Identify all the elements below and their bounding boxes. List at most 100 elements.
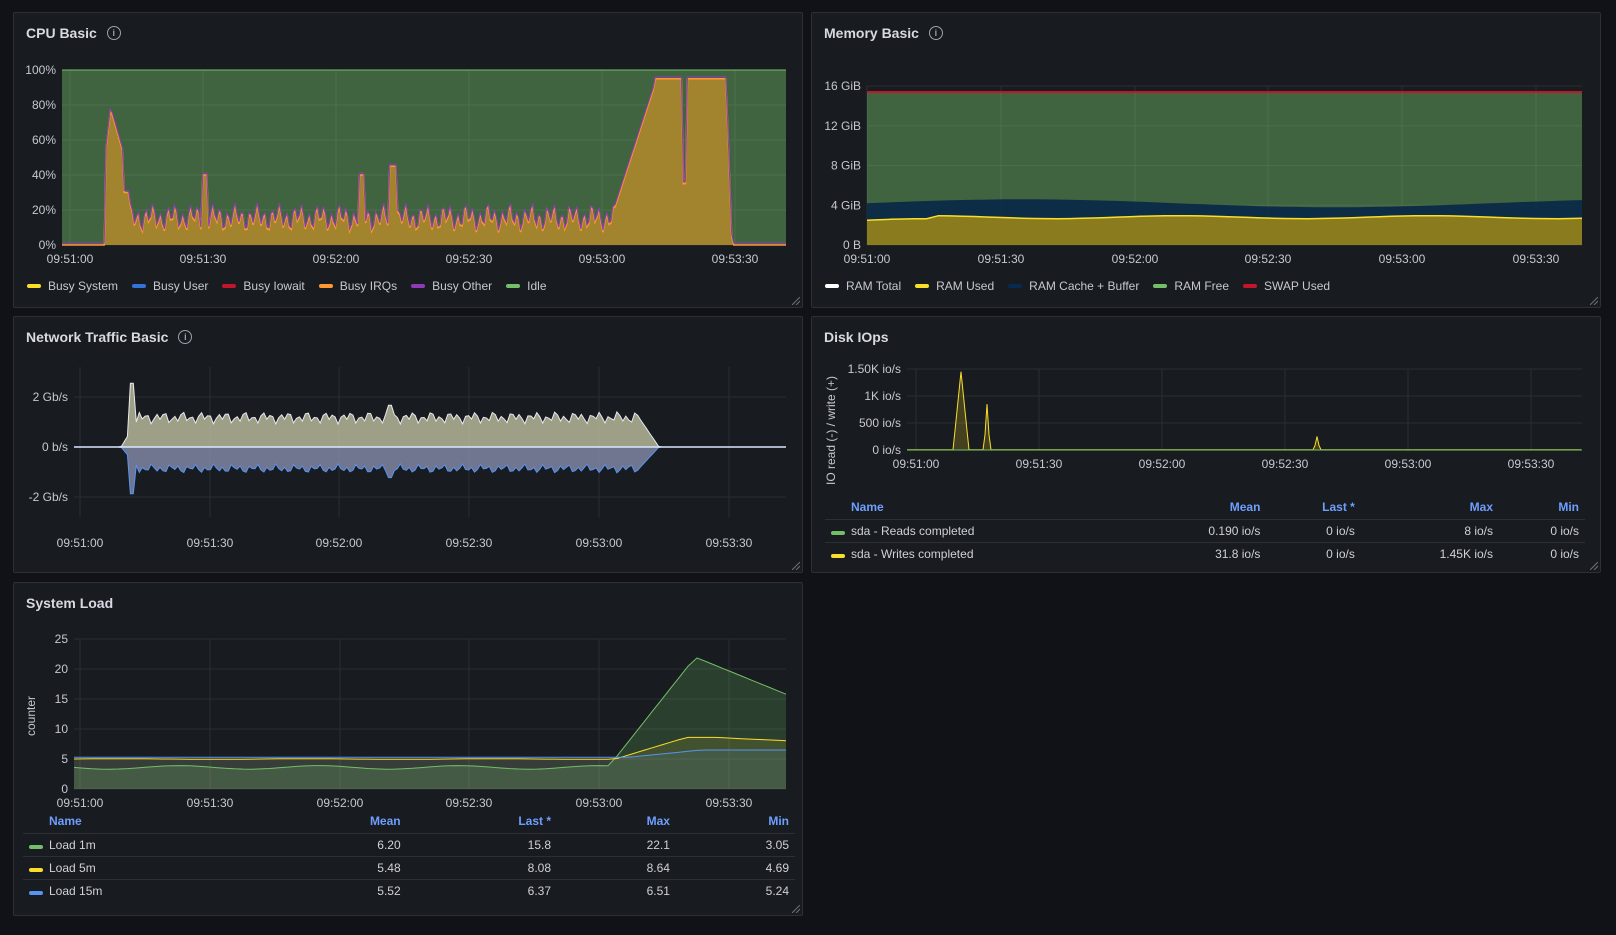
y-tick-label: 0 b/s xyxy=(42,440,68,454)
legend-item[interactable]: RAM Free xyxy=(1153,279,1229,293)
legend-item[interactable]: Busy Iowait xyxy=(222,279,305,293)
cell-last: 0 io/s xyxy=(1266,519,1361,543)
x-tick-label: 09:52:00 xyxy=(1112,252,1159,266)
column-header-max[interactable]: Max xyxy=(1469,500,1493,514)
series-color xyxy=(29,845,43,849)
panel-title[interactable]: CPU Basic i xyxy=(26,25,121,41)
cell-max: 6.51 xyxy=(557,879,676,902)
cell-min: 0 io/s xyxy=(1499,519,1585,543)
ram-used-area xyxy=(867,215,1582,245)
legend-label: RAM Cache + Buffer xyxy=(1029,279,1140,293)
memory-basic-panel: Memory Basic i 16 GiB 12 GiB 8 GiB 4 GiB 0 B… xyxy=(811,12,1601,308)
x-tick-label: 09:51:30 xyxy=(1016,457,1063,471)
cell-name: sda - Reads completed xyxy=(845,519,1132,543)
info-icon[interactable]: i xyxy=(178,330,193,344)
cell-name: Load 15m xyxy=(43,879,263,902)
y-tick-label: 500 io/s xyxy=(859,416,901,430)
load-1m-area xyxy=(74,657,786,789)
cell-name: Load 5m xyxy=(43,856,263,880)
column-header-name[interactable]: Name xyxy=(49,814,82,828)
legend-swatch xyxy=(1153,284,1168,288)
legend-label: RAM Free xyxy=(1174,279,1230,293)
y-tick-label: 2 Gb/s xyxy=(33,390,68,404)
column-header-last[interactable]: Last * xyxy=(518,814,551,828)
column-header-mean[interactable]: Mean xyxy=(1229,500,1261,514)
cell-name: Load 1m xyxy=(43,833,263,857)
x-tick-label: 09:52:30 xyxy=(446,536,493,550)
series-color xyxy=(831,554,845,558)
load-1m-line xyxy=(73,657,787,770)
y-tick-label: 1.50K io/s xyxy=(848,362,901,376)
column-header-mean[interactable]: Mean xyxy=(369,814,401,828)
legend-label: Idle xyxy=(527,279,547,293)
series-swatch xyxy=(23,879,43,902)
load-5m-area xyxy=(74,737,786,789)
x-tick-label: 09:51:00 xyxy=(57,796,104,810)
series-swatch xyxy=(825,519,845,543)
system-load-chart[interactable]: 25 20 15 10 5 009:51:00 09:51:30 09:52:00 09:52:… xyxy=(14,583,804,917)
cell-max: 1.45K io/s xyxy=(1360,542,1499,565)
resize-handle-icon[interactable] xyxy=(792,905,800,913)
table-row[interactable]: sda - Writes completed 31.8 io/s 0 io/s 1.4… xyxy=(825,542,1585,565)
legend-swatch xyxy=(825,284,839,288)
network-chart[interactable]: 2 Gb/s 0 b/s -2 Gb/s 09:51:00 09:51:30 09:52:… xyxy=(14,317,804,574)
column-header-name[interactable]: Name xyxy=(851,500,884,514)
resize-handle-icon[interactable] xyxy=(792,297,800,305)
legend-item[interactable]: Busy IRQs xyxy=(318,279,397,293)
panel-title[interactable]: Network Traffic Basic i xyxy=(26,329,193,345)
info-icon[interactable]: i xyxy=(928,26,943,40)
resize-handle-icon[interactable] xyxy=(1590,297,1598,305)
table-row[interactable]: Load 1m 6.20 15.8 22.1 3.05 xyxy=(23,833,795,857)
column-header-max[interactable]: Max xyxy=(646,814,670,828)
legend-item[interactable]: Busy System xyxy=(27,279,118,293)
cell-min: 5.24 xyxy=(675,879,795,902)
column-header-last[interactable]: Last * xyxy=(1322,500,1355,514)
legend-swatch xyxy=(506,284,521,288)
cpu-basic-title[interactable]: CPU Basic xyxy=(26,25,97,41)
legend-item[interactable]: RAM Total xyxy=(825,279,901,293)
memory-legend: RAM Total RAM Used RAM Cache + Buffer RAM F… xyxy=(825,279,1330,293)
cell-last: 8.08 xyxy=(406,856,557,880)
panel-title[interactable]: Disk IOps xyxy=(824,329,889,345)
legend-swatch xyxy=(1243,284,1258,288)
legend-item[interactable]: Busy Other xyxy=(411,279,492,293)
legend-item[interactable]: Idle xyxy=(506,279,547,293)
table-row[interactable]: Load 15m 5.52 6.37 6.51 5.24 xyxy=(23,879,795,902)
system-load-title[interactable]: System Load xyxy=(26,595,114,611)
column-header-min[interactable]: Min xyxy=(1558,500,1579,514)
cpu-chart[interactable]: 100% 80% 60% 40% 20% 0%09:51:00 09:51:30 09:52:… xyxy=(14,13,804,309)
legend-item[interactable]: SWAP Used xyxy=(1243,279,1330,293)
legend-label: Busy System xyxy=(48,279,119,293)
network-traffic-title[interactable]: Network Traffic Basic xyxy=(26,329,169,345)
memory-chart[interactable]: 16 GiB 12 GiB 8 GiB 4 GiB 0 B09:51:00 09:51:3… xyxy=(812,13,1602,309)
column-header-min[interactable]: Min xyxy=(768,814,789,828)
busy-other-line xyxy=(62,76,786,244)
y-tick-label: 8 GiB xyxy=(831,159,861,173)
cell-mean: 31.8 io/s xyxy=(1131,542,1267,565)
legend-label: Busy Other xyxy=(432,279,493,293)
resize-handle-icon[interactable] xyxy=(1590,562,1598,570)
table-row[interactable]: sda - Reads completed 0.190 io/s 0 io/s 8 i… xyxy=(825,519,1585,543)
cell-mean: 5.52 xyxy=(262,879,407,902)
disk-iops-title[interactable]: Disk IOps xyxy=(824,329,889,345)
load-15m-line xyxy=(74,749,786,758)
legend-item[interactable]: RAM Cache + Buffer xyxy=(1008,279,1139,293)
x-tick-label: 09:53:30 xyxy=(1508,457,1555,471)
legend-swatch xyxy=(132,284,147,288)
y-tick-label: 20 xyxy=(55,662,69,676)
y-tick-label: 12 GiB xyxy=(824,119,861,133)
x-tick-label: 09:53:00 xyxy=(1385,457,1432,471)
table-row[interactable]: Load 5m 5.48 8.08 8.64 4.69 xyxy=(23,856,795,880)
legend-item[interactable]: RAM Used xyxy=(915,279,994,293)
legend-item[interactable]: Busy User xyxy=(132,279,208,293)
resize-handle-icon[interactable] xyxy=(792,562,800,570)
panel-title[interactable]: Memory Basic i xyxy=(824,25,943,41)
info-icon[interactable]: i xyxy=(106,26,121,40)
y-tick-label: 10 xyxy=(55,722,69,736)
y-tick-label: 60% xyxy=(32,133,56,147)
panel-title[interactable]: System Load xyxy=(26,595,113,611)
system-load-panel: System Load counter 25 20 15 10 5 0 09:51:00 09… xyxy=(13,582,803,916)
x-tick-label: 09:53:00 xyxy=(579,252,626,266)
memory-basic-title[interactable]: Memory Basic xyxy=(824,25,919,41)
